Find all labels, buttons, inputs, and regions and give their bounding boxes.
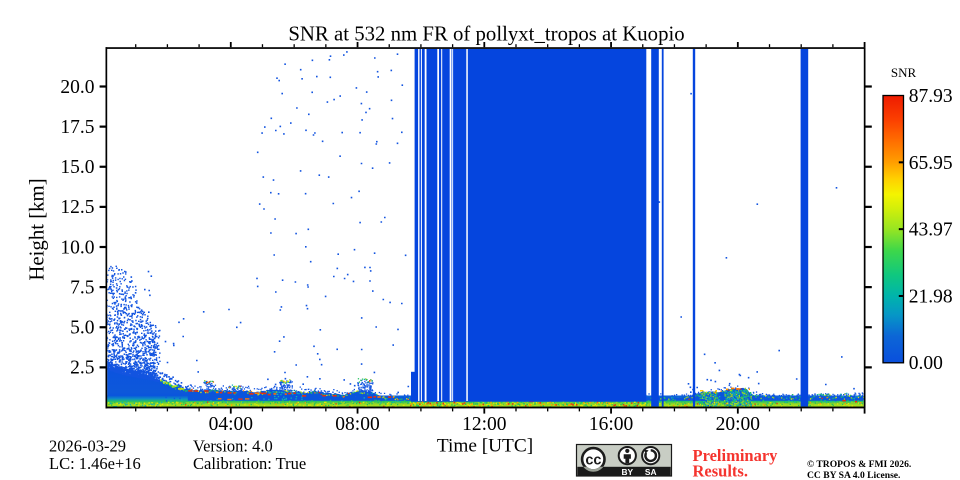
svg-text:21.98: 21.98: [909, 286, 953, 307]
svg-text:20:00: 20:00: [716, 414, 760, 435]
svg-text:0.00: 0.00: [909, 353, 943, 374]
svg-text:Time [UTC]: Time [UTC]: [437, 435, 533, 456]
svg-text:20.0: 20.0: [60, 77, 94, 98]
svg-text:12:00: 12:00: [462, 414, 506, 435]
svg-text:SNR at 532 nm FR of pollyxt_tr: SNR at 532 nm FR of pollyxt_tropos at Ku…: [288, 23, 684, 46]
svg-text:10.0: 10.0: [60, 237, 94, 258]
svg-text:12.5: 12.5: [60, 197, 94, 218]
svg-text:16:00: 16:00: [589, 414, 633, 435]
svg-text:7.5: 7.5: [70, 277, 94, 298]
svg-text:17.5: 17.5: [60, 117, 94, 138]
svg-text:43.97: 43.97: [909, 220, 953, 241]
svg-text:08:00: 08:00: [335, 414, 379, 435]
svg-text:LC: 1.46e+16: LC: 1.46e+16: [49, 454, 141, 473]
svg-text:SA: SA: [645, 467, 657, 477]
svg-text:CC BY SA 4.0 License.: CC BY SA 4.0 License.: [807, 470, 900, 480]
svg-text:BY: BY: [621, 467, 633, 477]
svg-text:Version: 4.0: Version: 4.0: [193, 437, 273, 456]
svg-text:SNR: SNR: [891, 65, 917, 80]
svg-text:5.0: 5.0: [70, 318, 94, 339]
svg-text:cc: cc: [585, 453, 601, 469]
svg-text:Calibration: True: Calibration: True: [193, 454, 306, 473]
svg-text:Results.: Results.: [693, 461, 748, 480]
svg-text:2.5: 2.5: [70, 358, 94, 379]
svg-text:Height [km]: Height [km]: [26, 178, 49, 280]
svg-text:© TROPOS & FMI 2026.: © TROPOS & FMI 2026.: [807, 459, 911, 470]
svg-text:65.95: 65.95: [909, 153, 953, 174]
svg-text:04:00: 04:00: [209, 414, 253, 435]
svg-text:15.0: 15.0: [60, 157, 94, 178]
svg-text:Preliminary: Preliminary: [693, 446, 779, 465]
svg-text:87.93: 87.93: [909, 86, 953, 107]
svg-text:2026-03-29: 2026-03-29: [49, 437, 126, 456]
